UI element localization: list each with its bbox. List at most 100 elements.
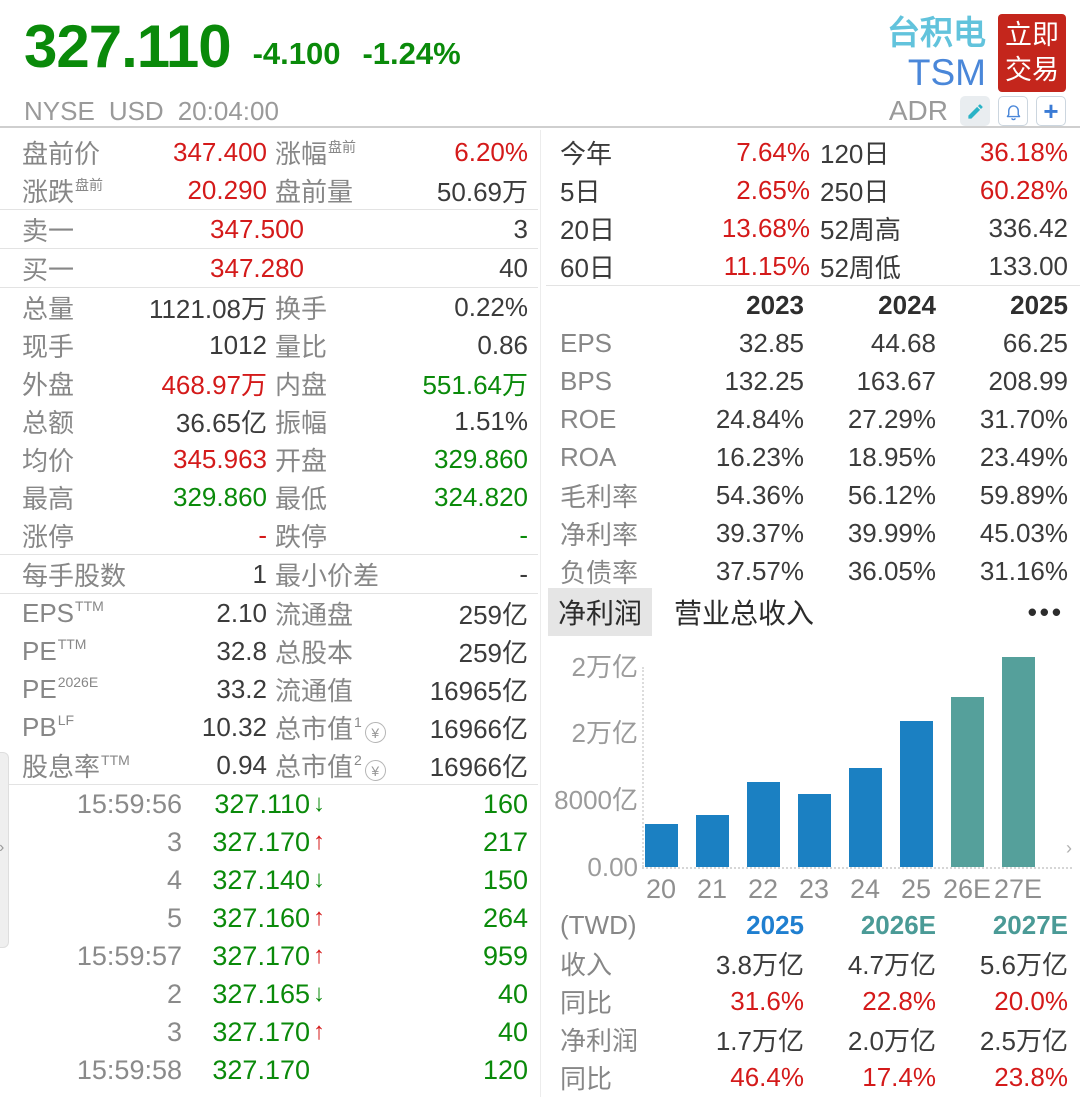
field-label: 外盘 — [22, 369, 75, 400]
quote-row: 现手 1012 量比 0.86 — [0, 326, 538, 364]
bar-23 — [798, 794, 831, 867]
field-label-superscript: TTM — [75, 597, 104, 614]
metric-label: EPS — [560, 327, 613, 358]
field-value: 36.65亿 — [175, 407, 267, 438]
quote-row: PE2026E 33.2 流通值 16965亿 — [0, 670, 538, 708]
field-value: 259亿 — [458, 599, 528, 630]
price-block: 327.110 -4.100 -1.24% — [24, 14, 461, 80]
quote-pair-right: 最低 324.820 — [267, 479, 528, 516]
field-label-superscript: TTM — [57, 635, 87, 652]
quote-row: 均价 345.963 开盘 329.860 — [0, 440, 538, 478]
field-value: 1.51% — [454, 405, 528, 436]
tick-price: 327.170 — [212, 826, 310, 857]
field-label: 总市值1¥ — [275, 709, 386, 746]
alert-button[interactable] — [998, 96, 1028, 126]
forecast-value: 22.8% — [862, 985, 936, 1016]
field-value: 0.86 — [477, 329, 528, 360]
metric-value: 24.84% — [715, 403, 804, 434]
metric-value: 18.95% — [847, 441, 936, 472]
perf-pair-left: 60日 11.15% — [560, 248, 810, 285]
tick-time: 5 — [166, 902, 182, 933]
field-label: 股息率TTM — [22, 751, 130, 782]
field-label: 盘前量 — [275, 176, 354, 207]
add-to-watchlist-button[interactable]: + — [1036, 96, 1066, 126]
field-value: 329.860 — [434, 443, 528, 474]
field-label-superscript: TTM — [101, 751, 130, 768]
forecast-metric-label: 净利润 — [560, 1025, 639, 1056]
field-label-superscript: 盘前 — [328, 138, 357, 155]
tab-net-profit[interactable]: 净利润 — [548, 588, 653, 636]
financials-row: 负债率 37.57% 36.05% 31.16% — [546, 552, 1080, 590]
field-label: 总额 — [22, 407, 75, 438]
field-value: - — [258, 519, 267, 550]
quote-row: 涨跌盘前 20.290 盘前量 50.69万 — [0, 171, 538, 209]
x-axis-tick-label: 20 — [645, 874, 677, 904]
quote-row: 盘前价 347.400 涨幅盘前 6.20% — [0, 133, 538, 171]
plus-icon: + — [1043, 96, 1059, 126]
down-arrow-icon: ↓ — [313, 980, 325, 1007]
edit-button[interactable] — [960, 96, 990, 126]
field-label: 均价 — [22, 445, 75, 476]
metric-label: ROA — [560, 441, 617, 472]
field-label: 卖一 — [22, 215, 75, 246]
quote-pair-right: 开盘 329.860 — [267, 441, 528, 478]
forecast-metric-label: 收入 — [560, 949, 613, 980]
book-size: 40 — [499, 252, 528, 283]
metric-label: 毛利率 — [560, 481, 639, 512]
quote-pair-left: 涨停 - — [22, 517, 267, 554]
financials-row: 毛利率 54.36% 56.12% 59.89% — [546, 476, 1080, 514]
net-profit-bar-chart: 2万亿 2万亿 8000亿 0.00 20 21 22 23 24 25 26E 27E — [546, 634, 1080, 906]
y-axis-tick-label: 2万亿 — [571, 718, 638, 748]
field-value: 36.18% — [979, 136, 1068, 167]
quote-pair-left: 总额 36.65亿 — [22, 403, 267, 440]
left-drawer-handle[interactable]: › — [0, 752, 9, 948]
financials-row: ROA 16.23% 18.95% 23.49% — [546, 438, 1080, 476]
right-expand-handle[interactable]: › — [1066, 838, 1080, 862]
quote-pair-right: 涨幅盘前 6.20% — [267, 134, 528, 171]
field-label: 流通值 — [275, 675, 354, 706]
field-value: 16966亿 — [429, 713, 528, 744]
forecast-value: 2.5万亿 — [979, 1025, 1068, 1056]
field-label: 120日 — [820, 138, 890, 169]
quote-pair-right: 盘前量 50.69万 — [267, 172, 528, 209]
field-label: 20日 — [560, 214, 615, 245]
field-value: 16965亿 — [429, 675, 528, 706]
row-divider — [0, 554, 538, 555]
field-value: 16966亿 — [429, 751, 528, 782]
metric-value: 54.36% — [715, 479, 804, 510]
financials-table: 2023 2024 2025 EPS 32.85 44.68 66.25 BPS 132.25 1… — [546, 286, 1080, 590]
quote-panel: 盘前价 347.400 涨幅盘前 6.20% 涨跌盘前 20.290 盘前量 50.69万卖一… — [0, 133, 538, 1089]
chart-tab-strip: 净利润 营业总收入 ••• — [546, 588, 1080, 636]
field-value: 329.860 — [173, 481, 267, 512]
x-axis-tick-label: 24 — [849, 874, 881, 904]
tick-price: 327.170 — [212, 1016, 310, 1047]
perf-pair-right: 52周低 133.00 — [810, 248, 1068, 285]
tab-total-revenue[interactable]: 营业总收入 — [674, 598, 815, 629]
quote-time: 20:04:00 — [177, 95, 279, 126]
perf-pair-right: 250日 60.28% — [810, 172, 1068, 209]
up-arrow-icon: ↑ — [313, 828, 325, 855]
forecast-metric-label: 同比 — [560, 987, 613, 1018]
field-value: 7.64% — [736, 136, 810, 167]
trade-now-button[interactable]: 立即 交易 — [998, 14, 1066, 92]
financials-row: EPS 32.85 44.68 66.25 — [546, 324, 1080, 362]
metric-value: 32.85 — [738, 327, 804, 358]
quote-pair-left: 最高 329.860 — [22, 479, 267, 516]
bar-27E — [1002, 657, 1035, 867]
time-sales-row: 3 327.170 ↑ 217 — [0, 823, 538, 861]
tick-price: 327.140 — [212, 864, 310, 895]
tick-price: 327.160 — [212, 902, 310, 933]
metric-value: 44.68 — [870, 327, 936, 358]
bar-26E — [951, 697, 984, 867]
x-axis-tick-label: 22 — [747, 874, 779, 904]
stock-name-cn: 台积电 — [887, 14, 986, 51]
forecast-row: 同比 31.6% 22.8% 20.0% — [546, 982, 1080, 1020]
field-label: 涨停 — [22, 521, 75, 552]
forecast-year-header: 2027E — [992, 909, 1068, 940]
tick-price: 327.170 — [212, 1054, 310, 1085]
quote-pair-right: 振幅 1.51% — [267, 403, 528, 440]
chart-menu-button[interactable]: ••• — [1027, 596, 1064, 627]
up-arrow-icon: ↑ — [313, 904, 325, 931]
field-label: 换手 — [275, 293, 328, 324]
field-label: 最高 — [22, 483, 75, 514]
